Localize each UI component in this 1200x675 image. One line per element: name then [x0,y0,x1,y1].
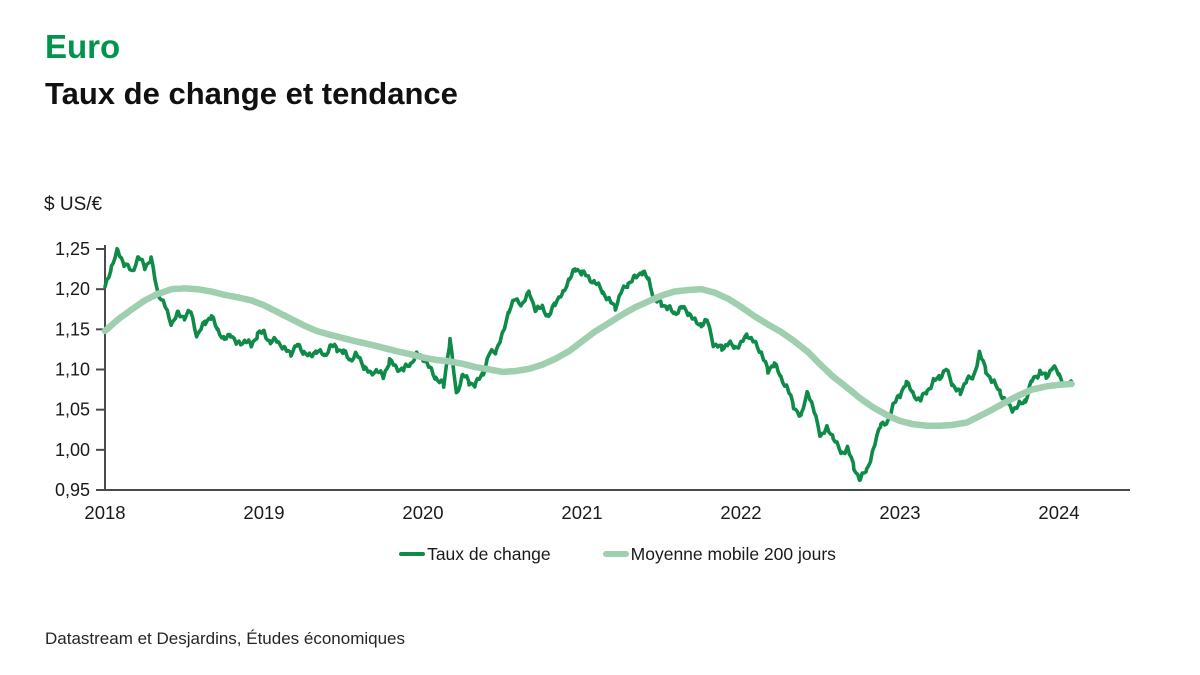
y-axis-tick-label: 0,95 [55,480,90,500]
x-axis-year-label: 2024 [1038,502,1079,523]
x-axis-year-label: 2022 [720,502,761,523]
y-axis-tick-label: 1,25 [55,239,90,259]
page-subtitle: Taux de change et tendance [45,76,458,111]
x-axis-year-label: 2023 [879,502,920,523]
x-axis-year-label: 2019 [243,502,284,523]
source-text: Datastream et Desjardins, Études économi… [45,629,406,648]
legend-label-ma: Moyenne mobile 200 jours [630,543,836,564]
legend-item-rate: Taux de change [399,544,551,565]
page-title: Euro [45,28,121,65]
y-axis-unit-label: $ US/€ [44,194,103,215]
y-axis-tick-label: 1,05 [55,400,90,420]
y-axis-tick-label: 1,10 [55,360,90,380]
x-axis-year-label: 2021 [561,502,602,523]
x-axis-year-label: 2020 [402,502,443,523]
x-axis-year-label: 2018 [84,502,125,523]
rate-line-swatch-icon [399,552,426,556]
rate-line [103,246,1074,483]
ma-line-swatch-icon [602,551,629,557]
y-axis-tick-label: 1,15 [55,319,90,339]
legend-label-rate: Taux de change [427,543,551,564]
y-axis-tick-label: 1,00 [55,440,90,460]
ma-line [101,285,1075,429]
chart-legend: Taux de change Moyenne mobile 200 jours [105,541,1130,567]
legend-item-ma: Moyenne mobile 200 jours [602,543,836,565]
y-axis-tick-label: 1,20 [55,279,90,299]
